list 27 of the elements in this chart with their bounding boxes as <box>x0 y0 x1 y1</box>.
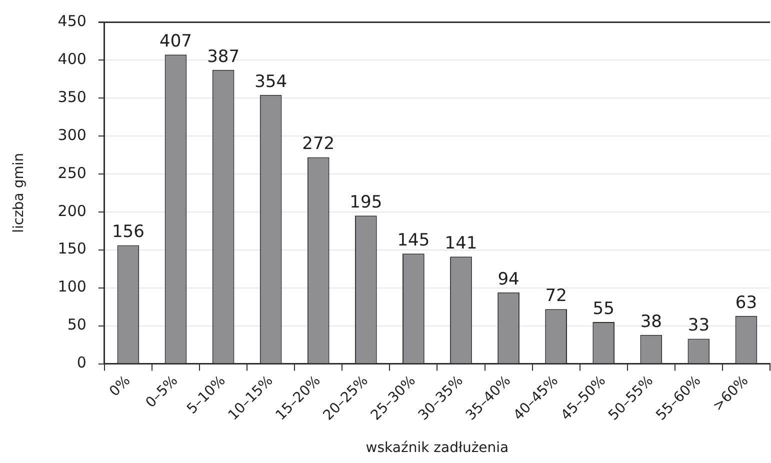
y-axis-title: liczba gmin <box>11 152 28 233</box>
y-tick-label: 50 <box>67 316 86 334</box>
data-label: 195 <box>350 192 382 213</box>
data-label: 354 <box>254 72 288 92</box>
data-label: 72 <box>545 286 567 306</box>
y-tick-label: 300 <box>58 126 86 144</box>
data-label: 145 <box>397 230 430 251</box>
y-tick-label: 350 <box>58 88 86 106</box>
x-tick-label: 0% <box>106 372 134 400</box>
y-tick-label: 250 <box>58 164 86 182</box>
data-label: 63 <box>735 292 758 313</box>
data-label: 38 <box>640 312 662 332</box>
y-tick-label: 100 <box>58 278 86 296</box>
y-tick-label: 400 <box>58 50 86 68</box>
data-label: 156 <box>112 222 144 242</box>
y-tick-label: 200 <box>58 202 86 220</box>
y-tick-label: 0 <box>76 354 86 372</box>
data-label: 94 <box>498 269 520 290</box>
data-label: 272 <box>302 134 335 154</box>
data-label: 141 <box>444 234 478 254</box>
x-axis-title: wskaźnik zadłużenia <box>366 440 509 456</box>
data-label: 387 <box>207 46 240 67</box>
data-label: 55 <box>592 298 614 319</box>
y-tick-label: 150 <box>58 240 86 258</box>
data-label: 407 <box>160 32 192 52</box>
data-label: 33 <box>688 316 710 336</box>
y-tick-label: 450 <box>58 12 86 30</box>
